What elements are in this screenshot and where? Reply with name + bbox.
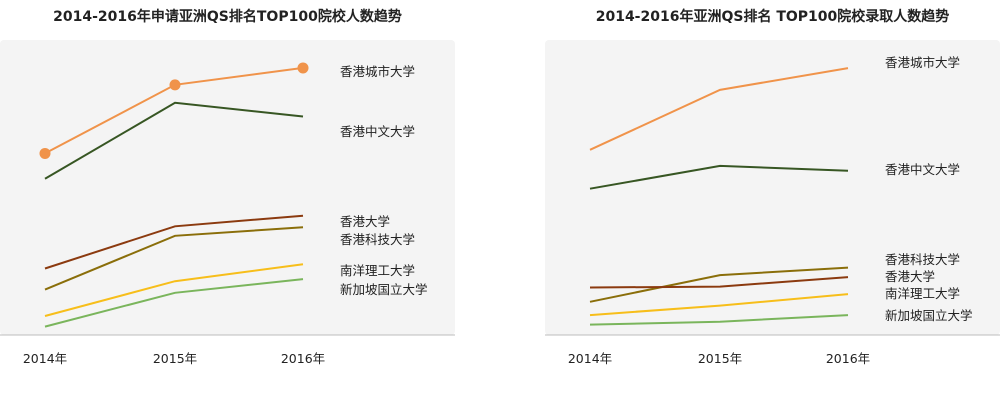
left-x-tick-label: 2014年 (23, 351, 67, 366)
right-series-label: 南洋理工大学 (885, 286, 960, 301)
left-series-label: 香港大学 (340, 214, 390, 229)
right-series-line (589, 276, 849, 289)
left-series-line (44, 263, 304, 317)
right-chart-panel: 2014-2016年亚洲QS排名 TOP100院校录取人数趋势 2014年 201… (545, 0, 1000, 400)
left-x-tick-label: 2016年 (281, 351, 325, 366)
right-series-label: 香港城市大学 (885, 55, 960, 70)
right-series-line (589, 293, 849, 317)
left-chart-title: 2014-2016年申请亚洲QS排名TOP100院校人数趋势 (53, 9, 402, 25)
right-series-line (589, 67, 849, 151)
right-series-label: 香港科技大学 (885, 252, 960, 267)
right-series-line (589, 266, 849, 303)
right-x-tick-label: 2016年 (826, 351, 870, 366)
left-series-line (44, 101, 304, 180)
left-series-line (44, 214, 304, 270)
left-chart-plot: 2014年 2015年 2016年 香港城市大学香港中文大学香港大学香港科技大学南洋理… (0, 40, 455, 366)
right-series-label: 香港中文大学 (885, 162, 960, 177)
left-data-point (297, 62, 309, 74)
left-series-line (44, 278, 304, 328)
right-chart-plot: 2014年 2015年 2016年 香港城市大学香港中文大学香港科技大学香港大学南洋理… (545, 40, 1000, 366)
right-plot-background (545, 40, 1000, 335)
left-data-point (39, 147, 51, 159)
right-x-tick-label: 2015年 (698, 351, 742, 366)
left-series-label: 香港城市大学 (340, 64, 415, 79)
right-series-line (589, 164, 849, 190)
right-chart-title: 2014-2016年亚洲QS排名 TOP100院校录取人数趋势 (595, 9, 950, 25)
right-series-label: 香港大学 (885, 269, 935, 284)
left-series-label: 新加坡国立大学 (340, 282, 428, 297)
left-chart-panel: 2014-2016年申请亚洲QS排名TOP100院校人数趋势 2014年 2015… (0, 0, 455, 400)
left-x-tick-label: 2015年 (153, 351, 197, 366)
left-series-label: 香港科技大学 (340, 232, 415, 247)
right-x-tick-label: 2014年 (568, 351, 612, 366)
left-series-label: 香港中文大学 (340, 124, 415, 139)
right-series-line (589, 314, 849, 326)
left-data-point (169, 79, 181, 91)
right-series-label: 新加坡国立大学 (885, 308, 973, 323)
left-series-line (44, 226, 304, 291)
left-series-label: 南洋理工大学 (340, 263, 415, 278)
